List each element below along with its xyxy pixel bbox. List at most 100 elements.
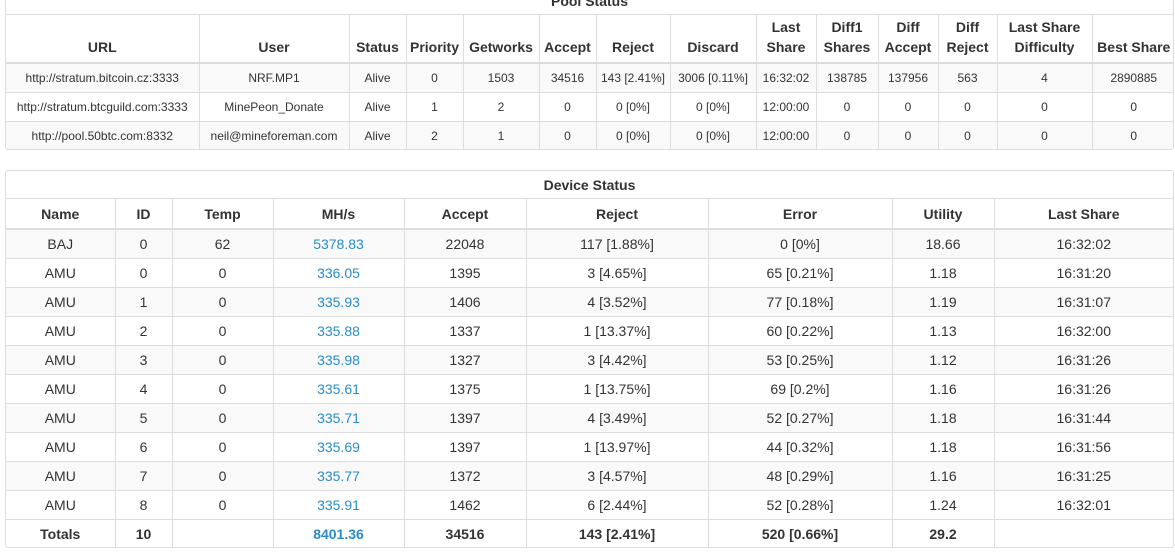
device-accept-cell: 22048 (403, 228, 527, 259)
device-id-cell: 7 (114, 461, 173, 491)
device-reject-cell: 117 [1.88%] (525, 228, 709, 259)
pool-col-header: Last Share Difficulty (996, 15, 1093, 64)
device-row: AMU 6 0 335.69 1397 1 [13.97%] 44 [0.32%] 1.18 1… (6, 432, 1173, 462)
device-utility-cell: 1.19 (891, 287, 995, 317)
device-mhs-cell[interactable]: 335.69 (272, 432, 405, 462)
pool-status-title: Pool Status (6, 0, 1173, 15)
device-mhs-cell[interactable]: 335.93 (272, 287, 405, 317)
device-id-cell: 5 (114, 403, 173, 433)
device-temp-cell: 0 (171, 287, 274, 317)
device-mhs-cell[interactable]: 335.71 (272, 403, 405, 433)
totals-temp-cell (171, 519, 274, 547)
pool-diff1-shares-cell: 138785 (815, 62, 879, 93)
pool-getworks-cell: 1503 (462, 62, 540, 93)
device-last-share-cell: 16:31:56 (993, 432, 1173, 462)
pool-priority-cell: 2 (405, 121, 464, 149)
pool-last-share-cell: 12:00:00 (755, 121, 817, 149)
pool-reject-cell: 143 [2.41%] (595, 62, 671, 93)
device-temp-cell: 0 (171, 316, 274, 346)
device-reject-cell: 4 [3.52%] (525, 287, 709, 317)
device-reject-cell: 3 [4.57%] (525, 461, 709, 491)
device-id-cell: 8 (114, 490, 173, 520)
pool-col-header: Status (348, 15, 407, 64)
device-temp-cell: 0 (171, 490, 274, 520)
pool-row: http://pool.50btc.com:8332 neil@mineforem… (6, 121, 1173, 149)
device-id-cell: 0 (114, 258, 173, 288)
pool-diff-reject-cell: 563 (937, 62, 998, 93)
pool-url-cell: http://stratum.btcguild.com:3333 (6, 92, 200, 122)
totals-accept-cell: 34516 (403, 519, 527, 547)
device-name-cell: AMU (6, 345, 116, 375)
totals-mhs-cell[interactable]: 8401.36 (272, 519, 405, 547)
device-status-panel: Device Status Name ID Temp MH/s Accept R… (5, 170, 1174, 548)
device-temp-cell: 0 (171, 403, 274, 433)
device-reject-cell: 3 [4.42%] (525, 345, 709, 375)
device-totals-row: Totals 10 8401.36 34516 143 [2.41%] 520 [0.66… (6, 519, 1173, 547)
device-error-cell: 65 [0.21%] (707, 258, 893, 288)
device-name-cell: AMU (6, 403, 116, 433)
device-name-cell: AMU (6, 374, 116, 404)
device-accept-cell: 1406 (403, 287, 527, 317)
device-utility-cell: 1.12 (891, 345, 995, 375)
device-header-row: Name ID Temp MH/s Accept Reject Error Ut… (6, 199, 1173, 230)
device-utility-cell: 1.24 (891, 490, 995, 520)
device-col-header: Utility (891, 199, 995, 230)
device-error-cell: 52 [0.28%] (707, 490, 893, 520)
device-row: AMU 1 0 335.93 1406 4 [3.52%] 77 [0.18%] 1.19 16… (6, 287, 1173, 317)
pool-col-header: Priority (405, 15, 464, 64)
pool-col-header: Reject (595, 15, 671, 64)
device-error-cell: 77 [0.18%] (707, 287, 893, 317)
pool-accept-cell: 34516 (538, 62, 597, 93)
pool-last-share-difficulty-cell: 4 (996, 62, 1093, 93)
totals-id-cell: 10 (114, 519, 173, 547)
device-mhs-cell[interactable]: 335.77 (272, 461, 405, 491)
pool-discard-cell: 0 [0%] (669, 92, 757, 122)
device-accept-cell: 1327 (403, 345, 527, 375)
device-utility-cell: 1.18 (891, 258, 995, 288)
device-utility-cell: 1.13 (891, 316, 995, 346)
device-accept-cell: 1397 (403, 432, 527, 462)
pool-last-share-difficulty-cell: 0 (996, 121, 1093, 149)
pool-user-cell: MinePeon_Donate (198, 92, 350, 122)
device-mhs-cell[interactable]: 335.98 (272, 345, 405, 375)
totals-last-share-cell (993, 519, 1173, 547)
device-mhs-cell[interactable]: 336.05 (272, 258, 405, 288)
device-reject-cell: 1 [13.37%] (525, 316, 709, 346)
pool-col-header: Best Share (1091, 15, 1173, 64)
pool-status-cell: Alive (348, 121, 407, 149)
totals-reject-cell: 143 [2.41%] (525, 519, 709, 547)
device-error-cell: 69 [0.2%] (707, 374, 893, 404)
device-mhs-cell[interactable]: 5378.83 (272, 228, 405, 259)
device-id-cell: 4 (114, 374, 173, 404)
device-temp-cell: 0 (171, 345, 274, 375)
pool-getworks-cell: 1 (462, 121, 540, 149)
device-utility-cell: 1.16 (891, 374, 995, 404)
pool-url-cell: http://stratum.bitcoin.cz:3333 (6, 62, 200, 93)
device-temp-cell: 0 (171, 461, 274, 491)
device-mhs-cell[interactable]: 335.88 (272, 316, 405, 346)
device-id-cell: 6 (114, 432, 173, 462)
device-utility-cell: 1.18 (891, 432, 995, 462)
pool-diff-reject-cell: 0 (937, 121, 998, 149)
pool-discard-cell: 3006 [0.11%] (669, 62, 757, 93)
pool-last-share-difficulty-cell: 0 (996, 92, 1093, 122)
device-temp-cell: 0 (171, 432, 274, 462)
totals-error-cell: 520 [0.66%] (707, 519, 893, 547)
device-error-cell: 0 [0%] (707, 228, 893, 259)
device-accept-cell: 1462 (403, 490, 527, 520)
device-last-share-cell: 16:31:07 (993, 287, 1173, 317)
pool-col-header: Diff Reject (937, 15, 998, 64)
device-reject-cell: 1 [13.75%] (525, 374, 709, 404)
device-name-cell: AMU (6, 316, 116, 346)
device-accept-cell: 1372 (403, 461, 527, 491)
device-mhs-cell[interactable]: 335.61 (272, 374, 405, 404)
device-error-cell: 60 [0.22%] (707, 316, 893, 346)
device-row: AMU 7 0 335.77 1372 3 [4.57%] 48 [0.29%] 1.16 16… (6, 461, 1173, 491)
device-col-header: MH/s (272, 199, 405, 230)
device-last-share-cell: 16:31:26 (993, 374, 1173, 404)
pool-col-header: Diff1 Shares (815, 15, 879, 64)
pool-user-cell: neil@mineforeman.com (198, 121, 350, 149)
device-mhs-cell[interactable]: 335.91 (272, 490, 405, 520)
device-col-header: Accept (403, 199, 527, 230)
device-utility-cell: 18.66 (891, 228, 995, 259)
